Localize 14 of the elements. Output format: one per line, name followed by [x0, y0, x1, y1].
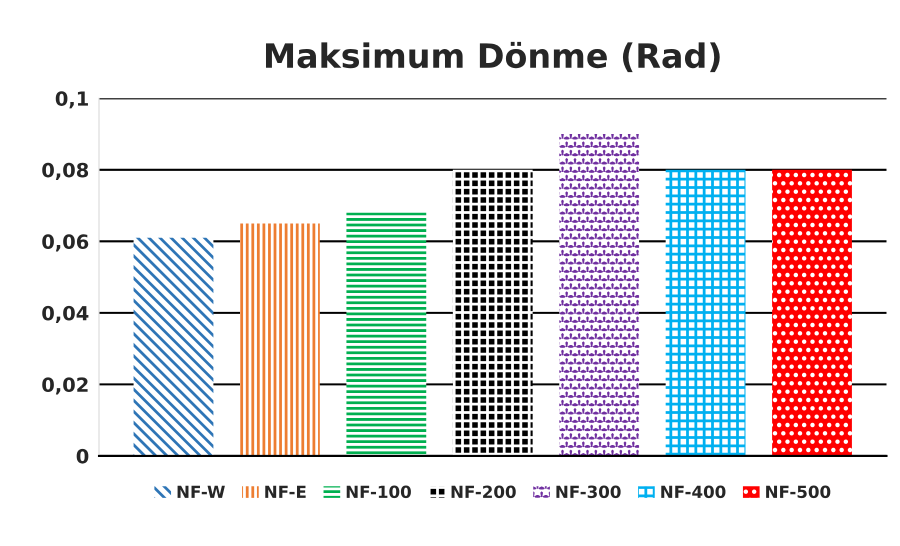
y-tick-label: 0: [76, 448, 88, 464]
y-tick-label: 0,04: [42, 306, 88, 324]
y-tick-label: 0,02: [42, 377, 88, 395]
legend-label: NF-300: [556, 486, 621, 498]
y-tick-label: 0,08: [42, 162, 88, 180]
legend-label: NF-400: [661, 486, 726, 498]
legend-label: NF-W: [178, 486, 225, 498]
y-tick-label: 0,1: [56, 91, 88, 108]
legend-label: NF-E: [265, 486, 306, 498]
legend-label: NF-200: [452, 486, 516, 498]
chart-title: Maksimum Dönme (Rad): [266, 42, 720, 72]
y-tick-label: 0,06: [42, 234, 88, 252]
legend-label: NF-100: [346, 486, 411, 498]
legend-label: NF-500: [766, 486, 830, 498]
